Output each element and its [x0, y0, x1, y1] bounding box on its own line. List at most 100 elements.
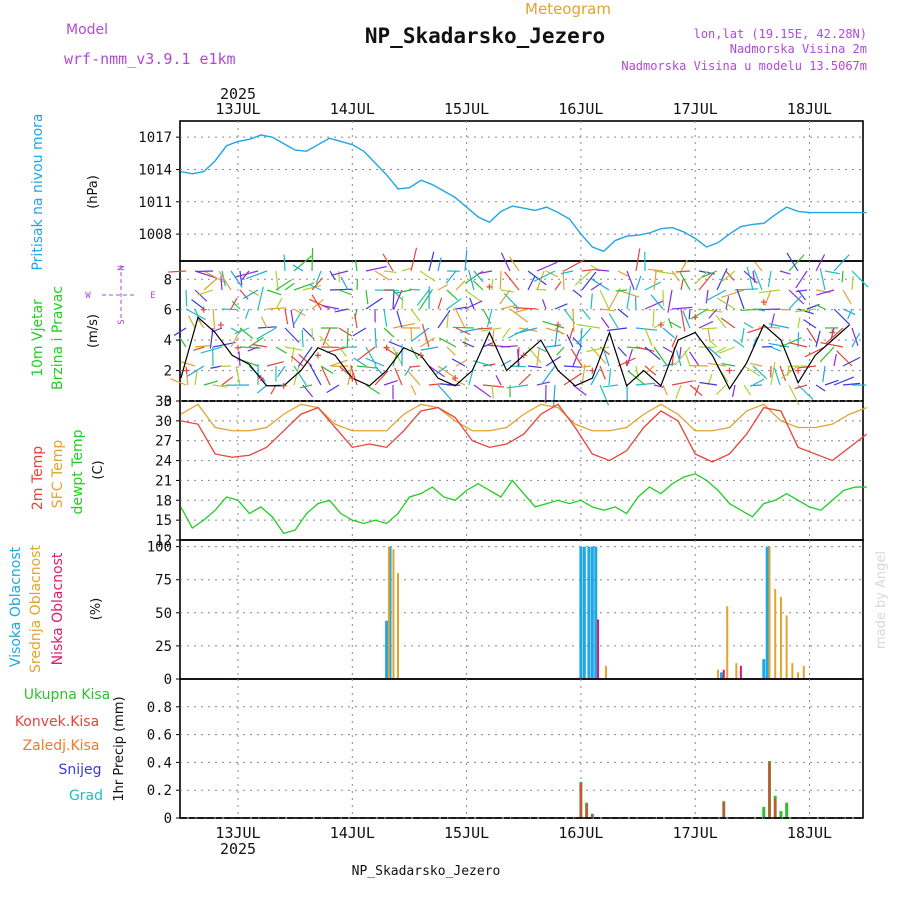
wind-arrow: [556, 346, 565, 356]
wind-arrow: [446, 346, 456, 356]
wind-arrow: [455, 306, 468, 310]
precip-unit: 1hr Precip (mm): [112, 696, 127, 801]
wind-arrow: [671, 306, 693, 310]
mid-cloud-bar: [726, 606, 729, 678]
y-tick-label: 0: [164, 672, 172, 688]
wind-arrow: [675, 270, 691, 273]
x-tick-labels-bottom: 13JUL 14JUL 15JUL 16JUL 17JUL 18JUL: [215, 824, 832, 842]
high-cloud-bar: [765, 546, 769, 678]
wind-arrow: [780, 365, 799, 379]
wind-arrow: [662, 346, 673, 353]
wind-arrow: [194, 270, 218, 279]
wind-arrow: [173, 327, 187, 336]
wind-arrow: [563, 365, 583, 368]
temp-ylabel-2m: 2m Temp: [30, 446, 46, 510]
wind-arrow: [675, 384, 682, 400]
wind-arrow: [500, 359, 512, 367]
wind-arrow: [752, 365, 768, 380]
wind-arrow: [698, 308, 723, 313]
wind-arrow: [705, 289, 727, 302]
wind-arrow: [721, 362, 736, 367]
wind-arrow: [752, 336, 758, 348]
wind-arrow: [788, 254, 805, 272]
wind-arrow: [480, 327, 502, 332]
wind-arrow: [293, 365, 300, 386]
wind-arrow: [419, 288, 434, 310]
wind-arrow: [770, 361, 776, 386]
wind-arrow: [439, 337, 457, 348]
wind-arrow: [392, 289, 404, 302]
y-tick-label: 1017: [138, 130, 172, 146]
wind-arrow: [680, 259, 688, 272]
wind-arrow: [409, 365, 421, 368]
wind-arrow: [576, 323, 601, 329]
wind-arrow: [504, 271, 520, 291]
chart-title: NP_Skadarsko_Jezero: [365, 24, 605, 48]
wind-arrow: [241, 270, 250, 280]
wind-arrow: [212, 308, 216, 330]
convective-precip-bar: [579, 783, 582, 817]
wind-arrow: [590, 368, 601, 386]
wind-arrow: [293, 308, 306, 317]
wind-arrow: [356, 365, 378, 369]
wind-arrow: [309, 364, 322, 386]
wind-arrow: [315, 270, 322, 284]
mid-cloud-bar: [735, 663, 738, 678]
wind-arrow: [708, 339, 718, 348]
wind-arrow: [452, 326, 475, 329]
wind-arrow: [684, 350, 691, 367]
wind-arrow: [231, 300, 241, 310]
footer-station: NP_Skadarsko_Jezero: [352, 864, 501, 879]
wind-gust-marker: [589, 367, 596, 374]
wind-arrow: [350, 365, 358, 386]
wind-arrow: [680, 308, 686, 332]
wind-arrow: [478, 270, 493, 275]
pressure-panel: 1008 1011 1014 1017: [138, 120, 867, 262]
wind-arrow: [743, 365, 761, 377]
wind-arrow: [500, 252, 511, 272]
wind-arrow: [591, 278, 610, 291]
wind-arrow: [275, 270, 279, 292]
wind-gust-marker: [315, 352, 322, 359]
wind-arrow: [284, 308, 289, 325]
wind-arrow: [252, 343, 268, 348]
wind-arrow: [506, 384, 529, 389]
wind-gust-marker: [555, 321, 562, 328]
wind-arrow: [464, 300, 483, 310]
cloud-unit: (%): [89, 598, 104, 621]
wind-gust-marker: [623, 359, 630, 366]
wind-panel: 0 2 4 6 8: [164, 247, 869, 410]
wind-arrow: [688, 308, 691, 320]
wind-gust-marker: [200, 306, 207, 313]
wind-arrow: [290, 346, 295, 362]
wind-arrow: [503, 292, 520, 310]
wind-arrow: [407, 370, 421, 386]
wind-arrow: [635, 248, 641, 272]
wind-arrow: [768, 323, 790, 329]
wind-arrow: [357, 346, 376, 361]
wind-arrow: [560, 270, 574, 275]
wind-arrow: [833, 308, 851, 325]
wind-arrow: [552, 384, 556, 407]
wind-arrow: [679, 272, 691, 291]
y-tick-label: 50: [155, 606, 172, 622]
wind-arrow: [572, 308, 575, 333]
wind-arrow: [196, 317, 205, 329]
wind-arrow: [770, 346, 781, 352]
wind-arrow: [293, 308, 304, 325]
wind-arrow: [581, 271, 597, 291]
x-tick-label: 13JUL: [215, 100, 260, 118]
wind-arrow: [239, 289, 249, 300]
wind-arrow: [682, 310, 691, 329]
wind-arrow: [218, 270, 232, 291]
wind-arrow: [365, 357, 385, 367]
wind-arrow: [788, 289, 805, 305]
wind-arrow: [187, 315, 196, 329]
y-tick-label: 1011: [138, 195, 172, 211]
wind-arrow: [331, 270, 349, 276]
compass-south: S: [117, 319, 127, 324]
wind-arrow: [321, 366, 331, 386]
wind-arrow: [600, 317, 610, 329]
wind-arrow: [518, 373, 532, 386]
wind-arrow: [491, 330, 495, 348]
